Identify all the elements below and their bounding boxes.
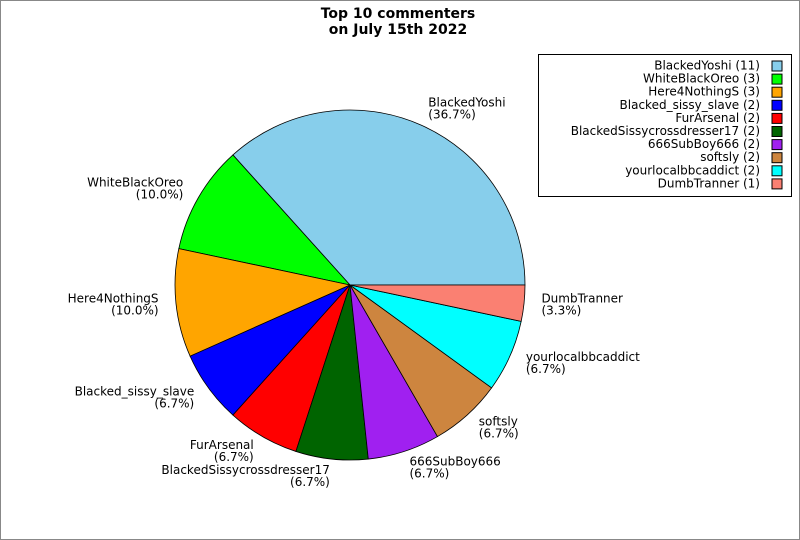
chart-title: Top 10 commenters (321, 6, 476, 22)
legend-label: 666SubBoy666 (2) (648, 137, 760, 151)
slice-percent: (10.0%) (111, 304, 158, 318)
slice-percent: (6.7%) (479, 427, 519, 441)
legend-label: softsly (2) (700, 150, 760, 164)
slice-label: softsly (479, 415, 518, 429)
slice-percent: (6.7%) (214, 450, 254, 464)
slice-percent: (6.7%) (526, 362, 566, 376)
pie-slice (174, 248, 352, 357)
slice-label: Blacked_sissy_slave (75, 385, 195, 399)
legend-swatch (771, 86, 783, 98)
chart-title: on July 15th 2022 (329, 22, 467, 38)
legend-label: BlackedSissycrossdresser17 (2) (571, 124, 760, 138)
legend-label: Here4NothingS (3) (648, 85, 760, 99)
legend-swatch (771, 99, 783, 111)
slice-percent: (10.0%) (136, 187, 183, 201)
pie-slice (349, 284, 526, 322)
pie-slice (232, 109, 526, 286)
legend-swatch (771, 73, 783, 85)
legend-swatch (771, 165, 783, 177)
legend-label: Blacked_sissy_slave (2) (620, 98, 760, 112)
slice-percent: (3.3%) (541, 304, 581, 318)
legend-box (538, 54, 792, 197)
slice-percent: (36.7%) (428, 108, 475, 122)
slice-label: BlackedYoshi (428, 96, 505, 110)
legend-swatch (771, 139, 783, 151)
legend-label: DumbTranner (1) (658, 176, 760, 190)
slice-label: yourlocalbbcaddict (526, 350, 640, 364)
slice-percent: (6.7%) (290, 475, 330, 489)
legend-label: WhiteBlackOreo (3) (643, 72, 760, 86)
legend-swatch (771, 60, 783, 72)
legend-label: FurArsenal (2) (675, 111, 760, 125)
slice-label: 666SubBoy666 (409, 455, 500, 469)
slice-label: FurArsenal (190, 438, 254, 452)
pie-slice (178, 154, 352, 286)
legend-swatch (771, 126, 783, 137)
legend-swatch (771, 112, 783, 124)
legend-swatch (771, 152, 783, 164)
legend-swatch (771, 178, 783, 190)
slice-label: BlackedSissycrossdresser17 (161, 463, 329, 477)
slice-percent: (6.7%) (409, 467, 449, 481)
legend-label: yourlocalbbcaddict (2) (625, 163, 760, 177)
slice-label: WhiteBlackOreo (87, 175, 183, 189)
slice-percent: (6.7%) (154, 397, 194, 411)
legend-label: BlackedYoshi (11) (654, 59, 760, 73)
slice-label: Here4NothingS (68, 292, 159, 306)
slice-label: DumbTranner (541, 292, 623, 306)
